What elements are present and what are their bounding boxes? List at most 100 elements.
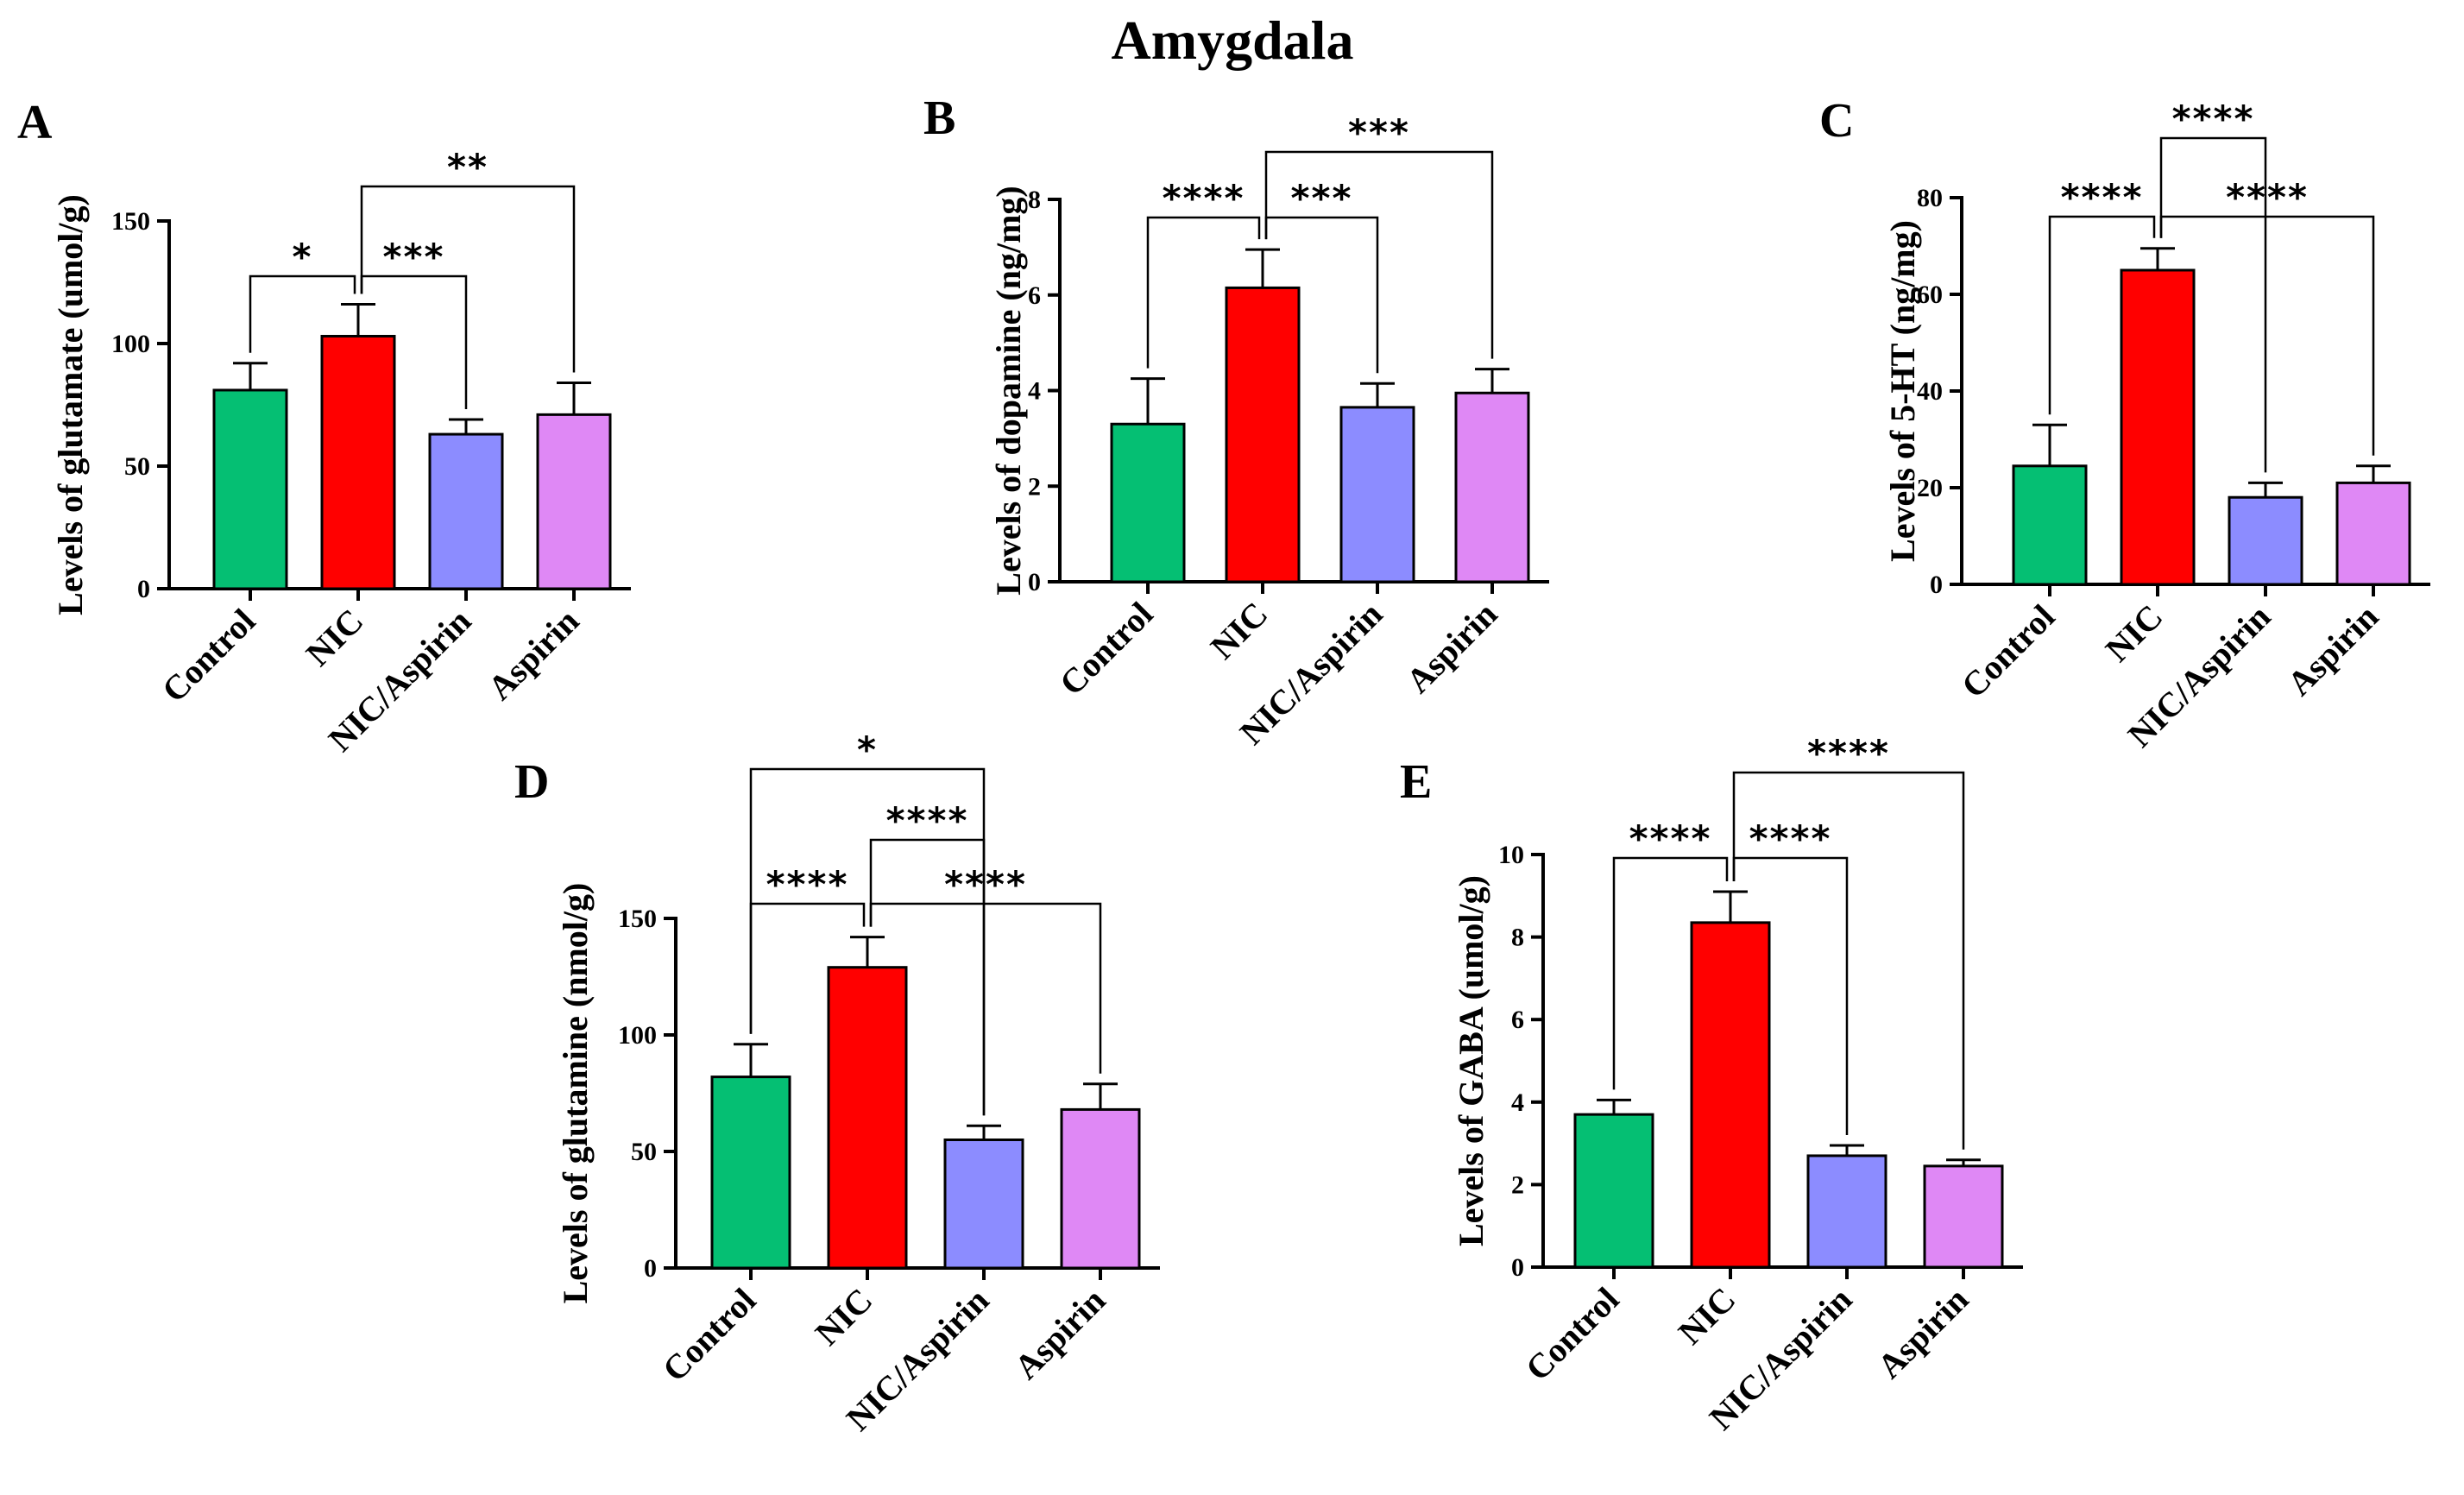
bar-nic: [1690, 921, 1771, 1269]
bar-nic-aspirin: [428, 432, 504, 590]
significance-bracket: [1612, 856, 1729, 1090]
bar-control: [710, 1076, 791, 1270]
bar-nic-aspirin: [2228, 495, 2303, 586]
y-tick-label: 0: [1511, 1253, 1524, 1282]
y-axis-title: Levels of glutamine (nmol/g): [556, 883, 595, 1304]
y-tick-label: 0: [1028, 568, 1041, 596]
bar-aspirin: [1454, 391, 1530, 583]
y-tick-label: 100: [111, 330, 150, 358]
bar-control: [1573, 1113, 1654, 1269]
significance-label: *: [857, 729, 878, 771]
y-tick-label: 2: [1511, 1170, 1524, 1199]
bar-aspirin: [536, 413, 612, 590]
y-tick-label: 50: [124, 452, 150, 481]
significance-label: **: [447, 146, 488, 188]
significance-label: ****: [2226, 176, 2309, 218]
significance-bracket: [1146, 216, 1261, 369]
x-tick-label: NIC: [1671, 1280, 1743, 1353]
panel-letter: C: [1819, 94, 1854, 148]
y-tick-label: 0: [644, 1254, 657, 1283]
panel-letter: A: [17, 96, 53, 149]
y-tick-label: 6: [1028, 281, 1041, 310]
significance-label: ****: [2061, 176, 2144, 218]
x-tick-label: NIC: [299, 602, 371, 674]
panel-e: E Levels of GABA (umol/g) 0 2 4 6 8 10 Control NI…: [1400, 732, 2023, 1437]
significance-label: ****: [2172, 98, 2255, 140]
significance-bracket: [2048, 215, 2156, 415]
x-tick-label: Aspirin: [1869, 1280, 1976, 1386]
y-tick-label: 40: [1917, 377, 1943, 406]
y-axis-title: Levels of 5-HT (ng/mg): [1883, 220, 1922, 562]
bar-aspirin: [1060, 1107, 1141, 1270]
significance-label: ****: [944, 863, 1027, 905]
significance-bracket: [249, 274, 356, 353]
x-tick-label: Aspirin: [1006, 1281, 1112, 1387]
bar-control: [2012, 464, 2088, 586]
significance-bracket: [1264, 150, 1494, 359]
y-axis-title: Levels of GABA (umol/g): [1452, 875, 1490, 1246]
y-tick-label: 20: [1917, 474, 1943, 502]
panel-letter: E: [1400, 755, 1432, 809]
x-tick-label: Control: [655, 1281, 764, 1390]
significance-label: ****: [1629, 817, 1712, 860]
bar-aspirin: [1923, 1164, 2004, 1269]
y-tick-label: 4: [1511, 1088, 1524, 1117]
significance-label: ****: [886, 799, 969, 842]
x-tick-label: Control: [154, 602, 263, 710]
x-tick-label: Aspirin: [2279, 597, 2385, 703]
bar-nic: [827, 966, 908, 1270]
significance-label: ****: [766, 863, 849, 905]
y-tick-label: 150: [618, 905, 657, 933]
bar-nic: [2120, 268, 2196, 586]
x-tick-label: Control: [1052, 595, 1161, 703]
y-tick-label: 100: [618, 1021, 657, 1050]
y-tick-label: 2: [1028, 472, 1041, 501]
y-tick-label: 4: [1028, 377, 1041, 406]
y-tick-label: 0: [137, 575, 150, 603]
significance-bracket: [2159, 136, 2267, 473]
y-tick-label: 50: [631, 1138, 657, 1166]
y-tick-label: 80: [1917, 184, 1943, 212]
y-tick-label: 10: [1498, 841, 1524, 869]
x-tick-label: Control: [1518, 1280, 1627, 1389]
panel-d: D Levels of glutamine (nmol/g) 0 50 100 150 Co…: [514, 729, 1160, 1438]
bar-aspirin: [2335, 481, 2411, 586]
significance-label: ****: [1163, 177, 1245, 219]
y-tick-label: 8: [1028, 186, 1041, 214]
bar-nic-aspirin: [1806, 1154, 1887, 1269]
significance-label: ****: [1749, 817, 1832, 860]
y-tick-label: 6: [1511, 1006, 1524, 1034]
figure-title: Amygdala: [1112, 9, 1354, 71]
x-tick-label: Aspirin: [480, 602, 586, 708]
x-tick-label: NIC: [2098, 597, 2171, 670]
bar-nic-aspirin: [943, 1139, 1024, 1270]
significance-label: ***: [1291, 177, 1353, 219]
y-axis-title: Levels of glutamate (umol/g): [51, 194, 90, 615]
y-tick-label: 0: [1930, 571, 1943, 599]
significance-bracket: [1732, 771, 1965, 1150]
significance-label: *: [293, 236, 313, 278]
significance-label: ****: [1807, 732, 1890, 774]
x-tick-label: NIC: [808, 1281, 880, 1353]
panel-letter: D: [514, 755, 549, 809]
bar-control: [1110, 422, 1186, 583]
bar-nic: [320, 334, 396, 590]
panel-letter: B: [923, 91, 955, 145]
panel-b: B Levels of dopamine (ng/mg) 0 2 4 6 8 Control N…: [923, 91, 1549, 752]
y-axis-title: Levels of dopamine (ng/mg): [989, 186, 1028, 595]
x-tick-label: NIC: [1203, 595, 1276, 667]
y-tick-label: 60: [1917, 281, 1943, 309]
significance-label: ***: [383, 236, 445, 278]
significance-bracket: [749, 767, 986, 1116]
significance-label: ***: [1348, 111, 1410, 154]
significance-bracket: [360, 185, 576, 373]
y-tick-label: 150: [111, 207, 150, 236]
bar-control: [212, 388, 288, 590]
bar-nic-aspirin: [1339, 406, 1415, 583]
x-tick-label: Aspirin: [1398, 595, 1504, 701]
panel-a: A Levels of glutamate (umol/g) 0 50 100 150 Co…: [17, 96, 631, 759]
panel-c: C Levels of 5-HT (ng/mg) 0 20 40 60 80 Control N…: [1819, 94, 2430, 754]
bar-nic: [1225, 286, 1301, 583]
y-tick-label: 8: [1511, 924, 1524, 952]
